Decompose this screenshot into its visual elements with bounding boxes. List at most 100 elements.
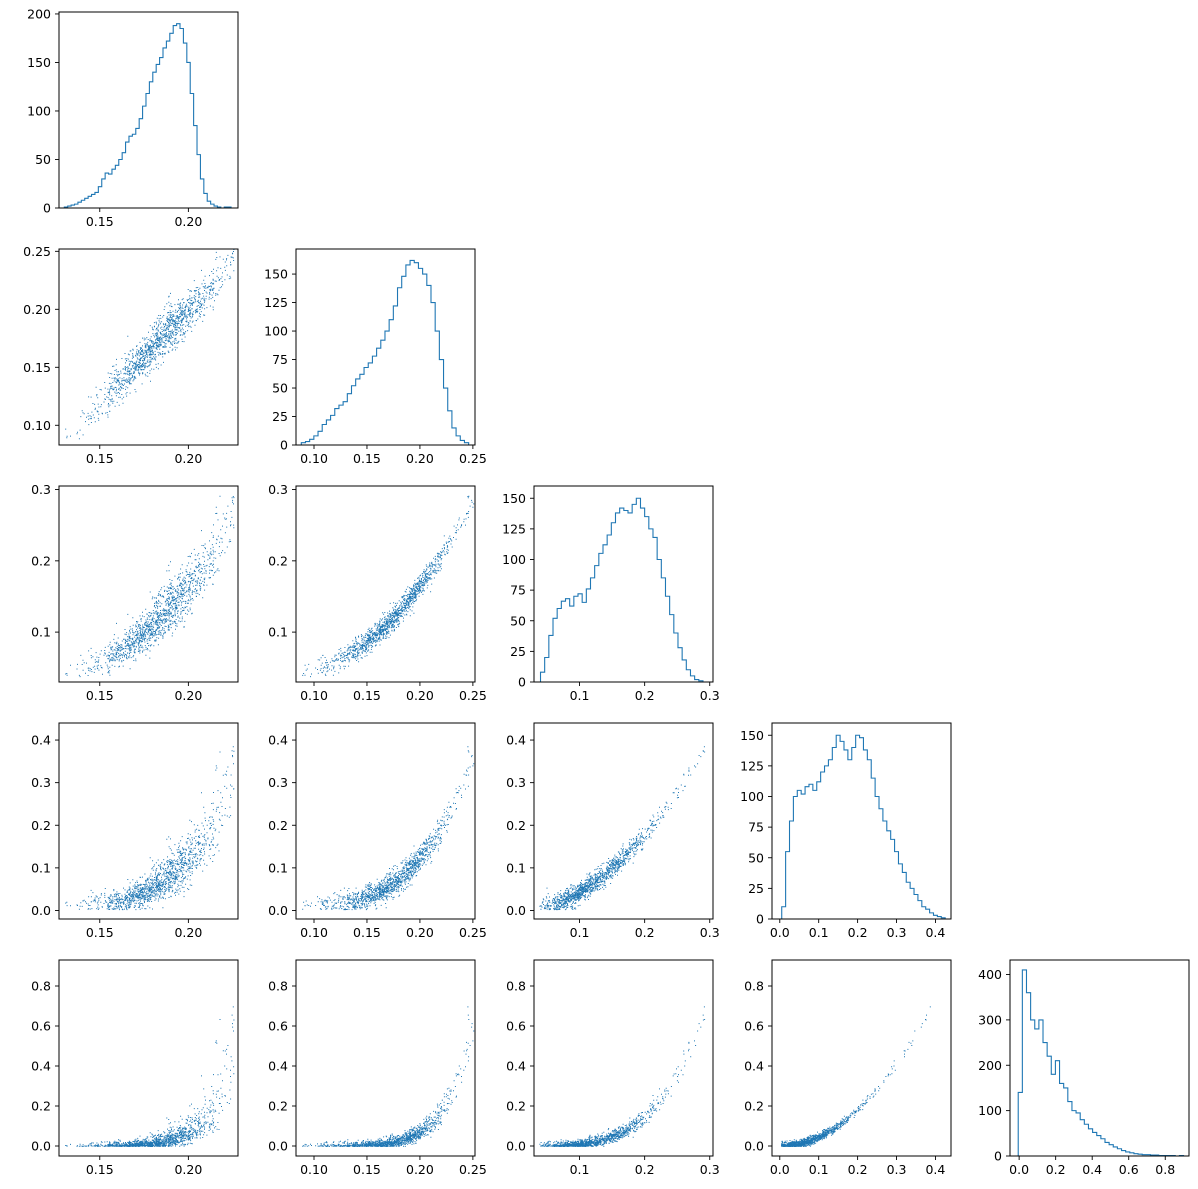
- scatter-1-3-y-tick-label: 0.3: [268, 775, 288, 790]
- scatter-panel-0-2: 0.15 0.20 0.1 0.2 0.3: [31, 482, 239, 703]
- scatter-0-1-x-tick-label: 0.15: [86, 451, 114, 466]
- scatter-0-3-x-tick-label: 0.15: [86, 925, 114, 940]
- hist-1-x-tick-label: 0.10: [300, 451, 328, 466]
- hist-4-x-tick-label: 0.2: [1046, 1162, 1066, 1177]
- histogram-frame: [58, 11, 239, 209]
- scatter-frame: [295, 485, 476, 683]
- histogram-panel-4: 0.0 0.2 0.4 0.6 0.8 0 100 200 300 400: [978, 959, 1190, 1177]
- histogram-frame: [1009, 959, 1190, 1157]
- hist-0-y-tick-label: 150: [27, 55, 51, 70]
- hist-1-y-tick-label: 25: [272, 409, 288, 424]
- hist-4-y-tick-label: 0: [994, 1149, 1002, 1164]
- scatter-2-3-x-tick-label: 0.2: [635, 925, 655, 940]
- hist-4-y-tick-label: 300: [978, 1012, 1002, 1027]
- scatter-2-3-x-tick-label: 0.3: [700, 925, 720, 940]
- scatter-2-4-y-tick-label: 0.4: [506, 1059, 526, 1074]
- scatter-3-4-y-tick-label: 0.8: [744, 979, 764, 994]
- scatter-1-4-x-tick-label: 0.10: [300, 1162, 328, 1177]
- scatter-1-4-y-tick-label: 0.6: [268, 1019, 288, 1034]
- scatter-panel-0-1: 0.15 0.20 0.10 0.15 0.20 0.25: [23, 244, 239, 466]
- hist-2-y-tick-label: 125: [502, 521, 526, 536]
- hist-4-x-tick-label: 0.8: [1155, 1162, 1175, 1177]
- scatter-3-4-x-tick-label: 0.0: [770, 1162, 790, 1177]
- scatter-points: [302, 746, 475, 911]
- scatter-0-4-y-tick-label: 0.0: [31, 1139, 51, 1154]
- scatter-1-4-x-tick-label: 0.25: [459, 1162, 487, 1177]
- scatter-2-4-x-tick-label: 0.1: [570, 1162, 590, 1177]
- scatter-panel-2-3: 0.1 0.2 0.3 0.0 0.1 0.2 0.3 0.4: [506, 722, 720, 940]
- scatter-1-2-y-tick-label: 0.1: [268, 625, 288, 640]
- scatter-0-3-x-tick-label: 0.20: [174, 925, 202, 940]
- scatter-1-2-x-tick-label: 0.20: [406, 688, 434, 703]
- scatter-1-3-x-tick-label: 0.15: [353, 925, 381, 940]
- scatter-panel-3-4: 0.0 0.1 0.2 0.3 0.4 0.0 0.2 0.4 0.6 0.8: [744, 959, 952, 1177]
- scatter-0-4-y-tick-label: 0.6: [31, 1019, 51, 1034]
- hist-2-x-tick-label: 0.2: [635, 688, 655, 703]
- hist-3-x-tick-label: 0.3: [887, 925, 907, 940]
- hist-0-y-tick-label: 200: [27, 6, 51, 21]
- scatter-2-3-y-tick-label: 0.1: [506, 860, 526, 875]
- scatter-0-1-x-tick-label: 0.20: [174, 451, 202, 466]
- hist-1-y-tick-label: 75: [272, 352, 288, 367]
- scatter-3-4-x-tick-label: 0.1: [809, 1162, 829, 1177]
- hist-3-x-tick-label: 0.4: [925, 925, 945, 940]
- scatter-points: [65, 746, 235, 911]
- scatter-1-2-x-tick-label: 0.15: [353, 688, 381, 703]
- histogram-step-line: [300, 259, 470, 445]
- histogram-panel-3: 0.0 0.1 0.2 0.3 0.4 0 25 50 75 100 125 150: [740, 722, 952, 940]
- scatter-2-4-x-tick-label: 0.2: [635, 1162, 655, 1177]
- scatter-0-2-y-tick-label: 0.1: [31, 625, 51, 640]
- scatter-2-4-y-tick-label: 0.6: [506, 1019, 526, 1034]
- hist-4-y-tick-label: 100: [978, 1103, 1002, 1118]
- scatter-0-1-y-tick-label: 0.25: [23, 244, 51, 259]
- hist-1-x-tick-label: 0.15: [353, 451, 381, 466]
- scatter-1-2-x-tick-label: 0.10: [300, 688, 328, 703]
- scatter-0-1-y-tick-label: 0.15: [23, 360, 51, 375]
- hist-4-x-tick-label: 0.0: [1009, 1162, 1029, 1177]
- hist-2-x-tick-label: 0.1: [570, 688, 590, 703]
- scatter-0-2-y-tick-label: 0.3: [31, 482, 51, 497]
- hist-3-y-tick-label: 125: [740, 758, 764, 773]
- hist-2-y-tick-label: 25: [510, 644, 526, 659]
- scatter-panel-1-3: 0.10 0.15 0.20 0.25 0.0 0.1 0.2 0.3 0.4: [268, 722, 487, 940]
- scatter-2-3-x-tick-label: 0.1: [570, 925, 590, 940]
- histogram-frame: [295, 248, 476, 446]
- scatter-points: [65, 1006, 235, 1147]
- scatter-points: [65, 495, 235, 678]
- hist-3-y-tick-label: 150: [740, 728, 764, 743]
- scatter-2-3-y-tick-label: 0.0: [506, 903, 526, 918]
- scatter-frame: [58, 722, 239, 920]
- scatter-0-3-y-tick-label: 0.4: [31, 733, 51, 748]
- hist-2-y-tick-label: 50: [510, 613, 526, 628]
- scatter-1-4-y-tick-label: 0.8: [268, 979, 288, 994]
- scatter-1-3-x-tick-label: 0.10: [300, 925, 328, 940]
- hist-3-y-tick-label: 50: [748, 850, 764, 865]
- hist-3-y-tick-label: 25: [748, 881, 764, 896]
- histogram-step-line: [539, 497, 708, 682]
- scatter-2-4-x-tick-label: 0.3: [700, 1162, 720, 1177]
- hist-2-y-tick-label: 75: [510, 583, 526, 598]
- hist-1-y-tick-label: 125: [264, 295, 288, 310]
- hist-1-y-tick-label: 150: [264, 267, 288, 282]
- scatter-3-4-y-tick-label: 0.0: [744, 1139, 764, 1154]
- hist-1-y-tick-label: 0: [280, 438, 288, 453]
- scatter-2-3-y-tick-label: 0.4: [506, 733, 526, 748]
- scatter-1-4-y-tick-label: 0.0: [268, 1139, 288, 1154]
- hist-3-x-tick-label: 0.0: [770, 925, 790, 940]
- scatter-3-4-y-tick-label: 0.6: [744, 1019, 764, 1034]
- scatter-0-4-y-tick-label: 0.2: [31, 1099, 51, 1114]
- hist-2-y-tick-label: 0: [518, 675, 526, 690]
- scatter-3-4-x-tick-label: 0.4: [925, 1162, 945, 1177]
- scatter-1-3-y-tick-label: 0.0: [268, 903, 288, 918]
- scatter-0-1-y-tick-label: 0.10: [23, 418, 51, 433]
- scatter-0-2-y-tick-label: 0.2: [31, 553, 51, 568]
- hist-0-x-tick-label: 0.15: [86, 214, 114, 229]
- scatter-points: [539, 746, 706, 911]
- scatter-1-4-x-tick-label: 0.15: [353, 1162, 381, 1177]
- hist-3-y-tick-label: 75: [748, 820, 764, 835]
- hist-4-x-tick-label: 0.6: [1119, 1162, 1139, 1177]
- hist-0-y-tick-label: 100: [27, 103, 51, 118]
- hist-2-y-tick-label: 150: [502, 491, 526, 506]
- scatter-2-4-y-tick-label: 0.0: [506, 1139, 526, 1154]
